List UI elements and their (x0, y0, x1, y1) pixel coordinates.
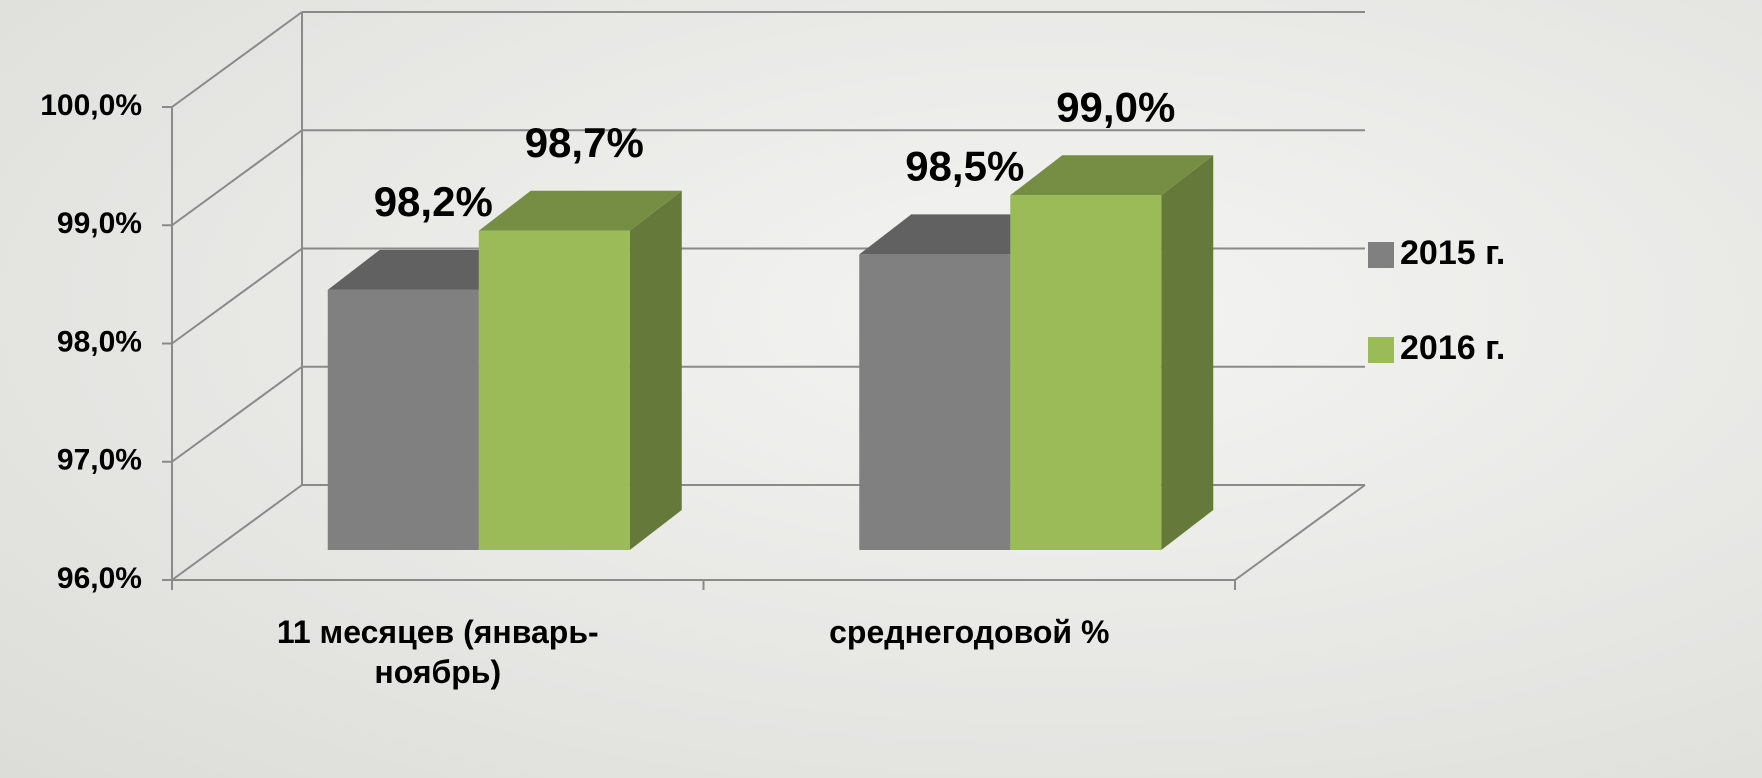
legend-label: 2016 г. (1400, 329, 1505, 367)
page: 96,0% 97,0% 98,0% 99,0% 100,0% 98,2% 98,7% 98,5… (0, 0, 1762, 778)
grid-line (172, 12, 302, 107)
value-label: 98,5% (905, 142, 1024, 189)
bar (859, 254, 1010, 550)
grid-line (172, 130, 302, 225)
y-tick-label: 99,0% (57, 207, 142, 240)
legend-label: 2015 г. (1400, 234, 1505, 272)
bar-side (630, 191, 682, 550)
value-label: 99,0% (1056, 83, 1175, 130)
y-tick-label: 97,0% (57, 444, 142, 477)
grid-line (172, 485, 302, 580)
y-tick-label: 98,0% (57, 325, 142, 358)
legend-swatch (1368, 242, 1394, 268)
x-tick-label: 11 месяцев (январь-ноябрь) (268, 612, 608, 692)
y-tick-label: 100,0% (40, 89, 142, 122)
x-tick-label: среднегодовой % (799, 612, 1139, 652)
grid-line (172, 367, 302, 462)
bar-side (1161, 155, 1213, 550)
y-tick-label: 96,0% (57, 562, 142, 595)
grid-line (172, 249, 302, 344)
bar (328, 290, 479, 550)
legend-swatch (1368, 337, 1394, 363)
chart: 96,0% 97,0% 98,0% 99,0% 100,0% 98,2% 98,7% 98,5… (0, 0, 1762, 778)
value-label: 98,2% (374, 178, 493, 225)
value-label: 98,7% (525, 119, 644, 166)
bar (479, 231, 630, 550)
bar (1010, 195, 1161, 550)
